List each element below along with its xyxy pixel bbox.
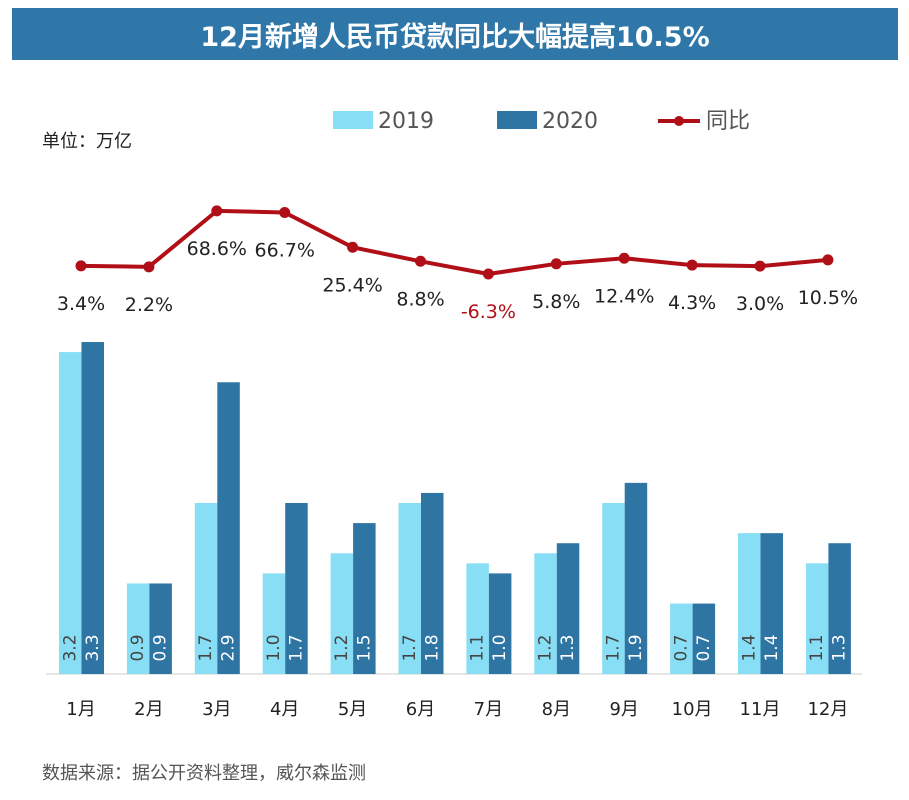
yoy-point-8 [550, 258, 562, 270]
data-label-2020-8: 1.3 [558, 634, 578, 661]
bar-2020-9 [624, 482, 648, 674]
yoy-point-12 [822, 254, 834, 266]
data-label-2019-4: 1.0 [264, 634, 284, 661]
data-label-2020-9: 1.9 [626, 634, 646, 661]
yoy-label-5: 25.4% [322, 274, 382, 296]
bar-2019-6 [398, 502, 421, 674]
source-note: 数据来源：据公开资料整理，威尔森监测 [42, 763, 366, 784]
yoy-point-3 [211, 205, 223, 217]
yoy-label-11: 3.0% [736, 293, 784, 315]
data-label-2019-9: 1.7 [603, 634, 623, 661]
data-label-2020-11: 1.4 [762, 634, 782, 661]
x-tick-label-5: 5月 [338, 699, 367, 720]
x-tick-label-8: 8月 [542, 699, 571, 720]
x-tick-label-6: 6月 [406, 699, 435, 720]
yoy-label-4: 66.7% [255, 239, 315, 261]
x-tick-label-10: 10月 [672, 699, 713, 720]
yoy-label-6: 8.8% [396, 288, 444, 310]
bar-2020-11 [760, 533, 783, 674]
x-tick-label-9: 9月 [609, 699, 638, 720]
x-tick-label-4: 4月 [270, 699, 299, 720]
bar-2020-12 [828, 543, 851, 674]
data-label-2019-6: 1.7 [400, 634, 420, 661]
data-label-2019-12: 1.1 [807, 634, 827, 661]
data-label-2020-7: 1.0 [490, 634, 510, 661]
data-label-2020-1: 3.3 [83, 634, 103, 661]
data-label-2020-6: 1.8 [422, 634, 442, 661]
yoy-point-4 [279, 206, 291, 218]
bar-2019-9 [602, 502, 625, 674]
yoy-label-1: 3.4% [57, 293, 105, 315]
yoy-point-2 [143, 261, 155, 273]
data-label-2019-10: 0.7 [671, 634, 691, 661]
bar-2019-11 [738, 533, 761, 674]
legend-label-2019: 2019 [378, 109, 434, 134]
legend-swatch-2019 [333, 111, 373, 129]
bar-2019-3 [194, 502, 218, 674]
legend-marker-yoy [674, 116, 684, 126]
bar-2020-7 [488, 573, 512, 674]
x-tick-label-3: 3月 [202, 699, 231, 720]
bar-2019-4 [262, 573, 286, 674]
legend-swatch-2020 [497, 111, 537, 129]
data-label-2020-4: 1.7 [286, 634, 306, 661]
bar-2020-1 [81, 342, 104, 674]
data-label-2020-5: 1.5 [354, 634, 374, 661]
yoy-label-3: 68.6% [187, 238, 247, 260]
legend-label-2020: 2020 [542, 109, 598, 134]
bar-2019-1 [59, 352, 82, 674]
data-label-2020-12: 1.3 [830, 634, 850, 661]
data-label-2019-8: 1.2 [536, 634, 556, 661]
yoy-point-1 [75, 260, 87, 272]
yoy-label-8: 5.8% [532, 291, 580, 313]
unit-label: 单位：万亿 [42, 131, 132, 152]
bar-2020-2 [149, 583, 172, 674]
data-label-2020-2: 0.9 [151, 634, 171, 661]
x-tick-label-7: 7月 [474, 699, 503, 720]
data-label-2019-11: 1.4 [739, 634, 759, 661]
yoy-point-7 [482, 268, 494, 280]
yoy-point-5 [347, 241, 359, 253]
yoy-label-2: 2.2% [125, 294, 173, 316]
yoy-point-10 [686, 259, 698, 271]
yoy-point-11 [754, 260, 766, 272]
yoy-label-9: 12.4% [594, 285, 654, 307]
data-label-2020-3: 2.9 [219, 634, 239, 661]
x-tick-label-11: 11月 [740, 699, 781, 720]
x-tick-label-12: 12月 [807, 699, 848, 720]
data-label-2019-2: 0.9 [128, 634, 148, 661]
yoy-point-6 [415, 255, 426, 267]
data-label-2019-3: 1.7 [196, 634, 216, 661]
data-label-2019-1: 3.2 [60, 634, 80, 661]
bar-2020-4 [285, 502, 308, 674]
data-label-2019-7: 1.1 [468, 634, 488, 661]
bar-2019-7 [466, 563, 489, 674]
x-tick-label-1: 1月 [66, 699, 95, 720]
yoy-label-12: 10.5% [798, 287, 858, 309]
data-label-2019-5: 1.2 [332, 634, 352, 661]
bar-2020-6 [421, 492, 444, 674]
bar-2020-3 [217, 382, 240, 674]
yoy-label-10: 4.3% [668, 292, 716, 314]
bar-2020-10 [692, 603, 716, 674]
legend-label-yoy: 同比 [706, 109, 750, 134]
bar-2019-2 [126, 583, 150, 674]
yoy-point-9 [618, 252, 630, 264]
bar-2020-8 [556, 543, 580, 674]
bar-2019-12 [805, 563, 829, 674]
chart-title: 12月新增人民币贷款同比大幅提高10.5% [12, 8, 898, 60]
data-label-2020-10: 0.7 [694, 634, 714, 661]
bar-2020-5 [353, 523, 376, 674]
bar-2019-10 [670, 603, 693, 674]
bar-2019-5 [330, 553, 354, 674]
yoy-label-7: -6.3% [461, 301, 516, 323]
yoy-line [80, 208, 829, 277]
x-tick-label-2: 2月 [134, 699, 163, 720]
bar-2019-8 [534, 553, 557, 674]
